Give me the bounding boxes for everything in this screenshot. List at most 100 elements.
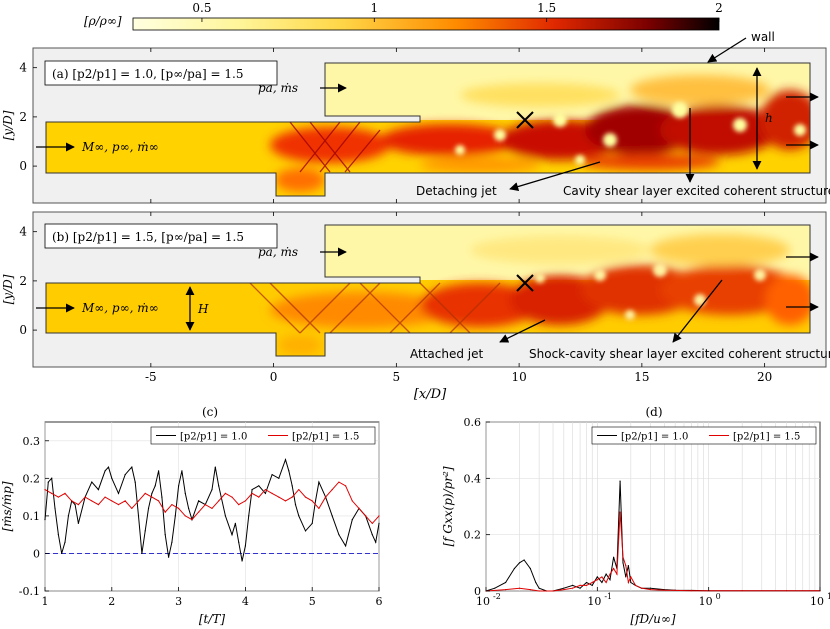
field-y-axis-label: [y/D] — [1, 274, 15, 304]
label-primary-a: M∞, p∞, ṁ∞ — [81, 140, 159, 154]
plot-area — [485, 421, 821, 592]
colorbar-tick-label: 1 — [370, 1, 378, 15]
field-x-tick-label: 15 — [634, 370, 649, 384]
data-point — [171, 541, 173, 543]
data-point — [91, 481, 93, 483]
data-point — [141, 552, 143, 555]
field-y-tick-label: 2 — [19, 110, 27, 124]
panel-label: (d) — [645, 405, 662, 419]
data-point — [311, 500, 313, 502]
data-point — [164, 511, 166, 513]
legend-box — [591, 426, 817, 445]
label-wall: wall — [751, 30, 775, 44]
panel-label: (c) — [202, 405, 218, 419]
data-point — [288, 470, 290, 472]
data-point — [371, 522, 373, 525]
data-point — [47, 481, 49, 483]
data-point — [294, 504, 297, 506]
data-point — [147, 507, 150, 509]
x-tick-label: 10 — [587, 595, 601, 608]
caption-box-b — [44, 223, 278, 249]
legend-label: [p2/p1] = 1.5 — [733, 432, 800, 443]
chart-mass-flow-ratio: (c) 1 2 3 4 5 6 -0.1 0 0.1 0.2 0.3 [t/T] [ṁs/ṁp] [p2/p… — [0, 405, 383, 626]
data-point — [674, 589, 676, 592]
label-jet-a: Detaching jet — [416, 184, 497, 198]
data-point — [178, 507, 180, 509]
data-point — [67, 515, 69, 517]
annotations-a: (a) [p2/p1] = 1.0, [p∞/pa] = 1.5 wall pa… — [36, 30, 830, 198]
y-tick-label: 0.2 — [464, 529, 482, 542]
chart-pressure-spectrum: (d)10 -2 10 -1 10 0 10 100.20.40.6[fD/u∞][f Gxx… — [441, 405, 830, 626]
data-point — [131, 507, 133, 509]
data-point — [291, 485, 293, 487]
colorbar-scale — [132, 17, 720, 31]
data-point — [331, 515, 333, 517]
data-point — [151, 492, 153, 494]
arrow-wall — [707, 37, 747, 63]
data-point — [291, 496, 293, 498]
data-point — [211, 507, 213, 509]
data-point — [529, 567, 531, 570]
data-point — [513, 567, 516, 570]
data-point — [111, 477, 113, 479]
x-tick-label: 10 — [476, 595, 490, 608]
data-point — [627, 565, 629, 567]
data-point — [345, 485, 347, 487]
data-point — [585, 584, 588, 586]
data-point — [378, 515, 380, 517]
y-axis-label: [ṁs/ṁp] — [0, 481, 14, 531]
data-point — [191, 519, 193, 521]
data-point — [64, 492, 66, 494]
data-point — [358, 507, 360, 509]
data-point — [572, 584, 574, 586]
data-point — [351, 519, 353, 521]
data-point — [616, 573, 618, 575]
data-point — [184, 492, 186, 494]
data-point — [218, 485, 220, 487]
data-point — [57, 534, 59, 536]
data-point — [613, 567, 615, 570]
x-tick-label: 2 — [108, 595, 115, 608]
data-point — [107, 466, 110, 468]
data-point — [77, 504, 79, 506]
field-x-axis-label: [x/D] — [414, 387, 447, 402]
data-point — [74, 504, 76, 506]
data-point — [579, 587, 581, 589]
y-tick-label: 0.1 — [23, 510, 41, 523]
colorbar-tick-label: 2 — [715, 1, 723, 15]
data-point — [284, 500, 287, 502]
data-point — [494, 587, 496, 589]
grid — [485, 421, 820, 592]
data-point — [378, 522, 380, 525]
data-point — [157, 500, 160, 502]
data-point — [44, 519, 46, 521]
x-tick-label: 3 — [175, 595, 182, 608]
data-point — [137, 515, 140, 517]
series-line-2 — [485, 512, 820, 592]
y-axis-label: [f Gxx(p)/pr²] — [441, 466, 455, 546]
marker-x-b — [516, 274, 534, 292]
data-point — [214, 466, 216, 468]
data-point — [345, 545, 347, 547]
data-point — [144, 492, 146, 494]
data-point — [572, 587, 574, 589]
x-axis-label: [fD/u∞] — [630, 612, 676, 626]
data-point — [248, 515, 250, 517]
arrow-jet-b — [499, 319, 546, 343]
data-point — [174, 515, 176, 517]
data-point — [538, 587, 540, 589]
field-x-tick-label: -5 — [145, 370, 157, 384]
data-point — [224, 515, 226, 517]
arrow-structures-b — [672, 279, 723, 343]
data-point — [198, 511, 200, 513]
data-point — [613, 556, 615, 558]
data-point — [298, 515, 300, 517]
data-point — [244, 500, 246, 502]
field-x-tick-label: 0 — [270, 370, 278, 384]
data-point — [314, 500, 317, 502]
colorbar-label: [ρ/ρ∞] — [84, 14, 122, 28]
data-point — [184, 515, 186, 517]
data-point — [630, 581, 632, 584]
data-point — [619, 480, 621, 482]
data-point — [54, 507, 56, 509]
